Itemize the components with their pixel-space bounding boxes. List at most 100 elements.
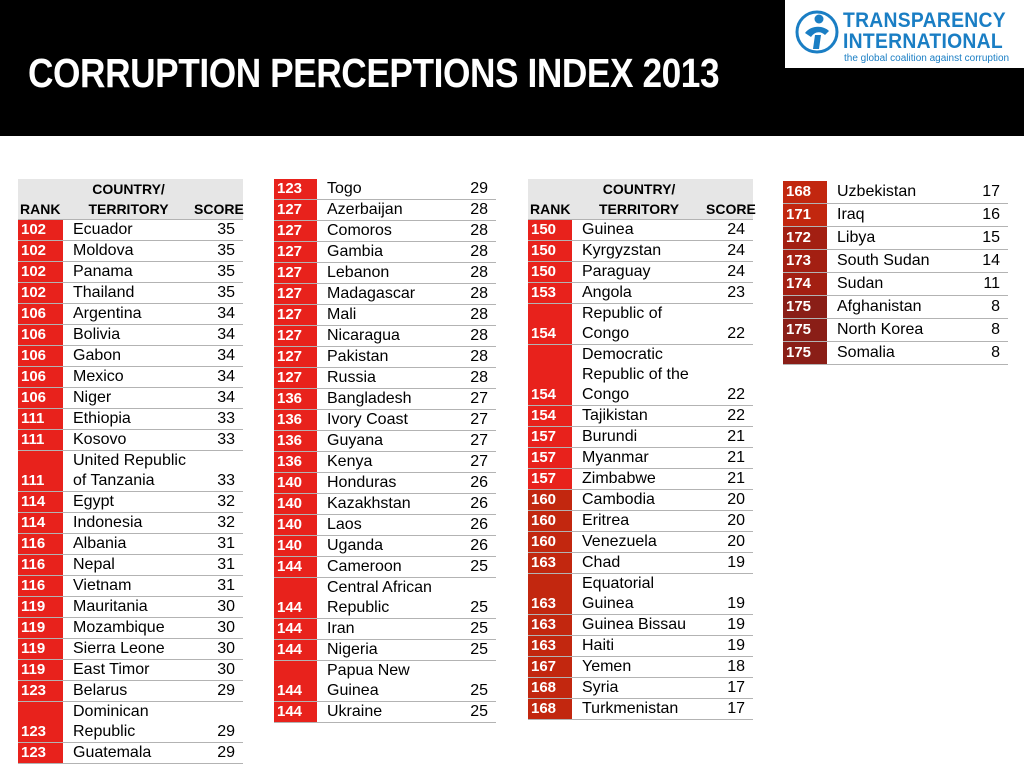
table-row: 167 Yemen 18 (528, 656, 753, 678)
table-row: 119 East Timor 30 (18, 659, 243, 681)
table-row: 114 Indonesia 32 (18, 512, 243, 534)
rank-cell: 116 (18, 533, 63, 555)
rank-cell: 106 (18, 345, 63, 367)
score-cell: 27 (454, 451, 496, 473)
score-cell: 28 (454, 220, 496, 242)
country-cell: Eritrea (572, 510, 706, 532)
table-row: 154 Tajikistan 22 (528, 405, 753, 427)
country-cell: Togo (317, 179, 454, 200)
rank-cell: 171 (783, 203, 827, 227)
rank-cell: 136 (274, 388, 317, 410)
rank-cell: 140 (274, 493, 317, 515)
table-row: 127 Azerbaijan 28 (274, 199, 496, 221)
table-row: 160 Cambodia 20 (528, 489, 753, 511)
score-cell: 19 (706, 635, 753, 657)
rank-cell: 102 (18, 240, 63, 262)
table-row: 119 Mozambique 30 (18, 617, 243, 639)
country-cell: Thailand (63, 282, 194, 304)
country-cell: Haiti (572, 635, 706, 657)
rank-cell: 102 (18, 219, 63, 241)
score-cell: 32 (194, 491, 243, 513)
rank-cell: 127 (274, 262, 317, 284)
table-row: 106 Bolivia 34 (18, 324, 243, 346)
country-cell: Kosovo (63, 429, 194, 451)
rank-cell: 127 (274, 283, 317, 305)
table-row: 123 Guatemala 29 (18, 742, 243, 764)
score-cell: 27 (454, 388, 496, 410)
country-cell: Panama (63, 261, 194, 283)
rank-cell: 163 (528, 573, 572, 615)
rank-cell: 153 (528, 282, 572, 304)
cpi-table-1: RANK COUNTRY/TERRITORY SCORE 102 Ecuador 3… (18, 179, 244, 764)
rank-cell: 111 (18, 408, 63, 430)
rank-cell: 140 (274, 535, 317, 557)
score-cell: 16 (960, 203, 1008, 227)
table-row: 157 Zimbabwe 21 (528, 468, 753, 490)
score-cell: 14 (960, 249, 1008, 273)
rank-cell: 144 (274, 660, 317, 702)
rank-cell: 127 (274, 220, 317, 242)
table-row: 160 Venezuela 20 (528, 531, 753, 553)
country-cell: South Sudan (827, 249, 960, 273)
score-cell: 17 (706, 677, 753, 699)
table-row: 102 Ecuador 35 (18, 219, 243, 241)
table-row: 119 Mauritania 30 (18, 596, 243, 618)
table-row: 136 Ivory Coast 27 (274, 409, 496, 431)
rank-cell: 168 (783, 181, 827, 204)
table-row: 163 Guinea Bissau 19 (528, 614, 753, 636)
score-cell: 30 (194, 638, 243, 660)
rank-cell: 111 (18, 429, 63, 451)
score-cell: 30 (194, 617, 243, 639)
country-cell: Guyana (317, 430, 454, 452)
score-cell: 34 (194, 387, 243, 409)
table-row: 102 Moldova 35 (18, 240, 243, 262)
table-row: 119 Sierra Leone 30 (18, 638, 243, 660)
country-cell: Republic of Congo (572, 303, 706, 345)
table-row: 106 Niger 34 (18, 387, 243, 409)
rank-cell: 167 (528, 656, 572, 678)
rank-cell: 144 (274, 701, 317, 723)
country-cell: Azerbaijan (317, 199, 454, 221)
country-cell: Argentina (63, 303, 194, 325)
rank-cell: 140 (274, 514, 317, 536)
country-cell: Sudan (827, 272, 960, 296)
table-row: 136 Kenya 27 (274, 451, 496, 473)
country-cell: Belarus (63, 680, 194, 702)
country-cell: Gabon (63, 345, 194, 367)
rank-cell: 127 (274, 241, 317, 263)
country-cell: Myanmar (572, 447, 706, 469)
rank-cell: 106 (18, 303, 63, 325)
score-cell: 22 (706, 405, 753, 427)
country-cell: Ukraine (317, 701, 454, 723)
score-cell: 28 (454, 262, 496, 284)
table-row: 102 Thailand 35 (18, 282, 243, 304)
country-cell: Papua New Guinea (317, 660, 454, 702)
table-row: 150 Paraguay 24 (528, 261, 753, 283)
score-cell: 33 (194, 408, 243, 430)
score-cell: 24 (706, 240, 753, 262)
table-row: 116 Vietnam 31 (18, 575, 243, 597)
table-row: 140 Uganda 26 (274, 535, 496, 557)
table-row: 154 Republic of Congo 22 (528, 303, 753, 345)
table-row: 150 Kyrgyzstan 24 (528, 240, 753, 262)
rank-cell: 127 (274, 346, 317, 368)
table-row: 160 Eritrea 20 (528, 510, 753, 532)
table-row: 111 Ethiopia 33 (18, 408, 243, 430)
country-cell: Bangladesh (317, 388, 454, 410)
rank-cell: 150 (528, 261, 572, 283)
table-row: 140 Laos 26 (274, 514, 496, 536)
rank-cell: 160 (528, 531, 572, 553)
country-cell: Mozambique (63, 617, 194, 639)
country-cell: Tajikistan (572, 405, 706, 427)
table-row: 127 Mali 28 (274, 304, 496, 326)
rank-cell: 160 (528, 510, 572, 532)
table-row: 127 Lebanon 28 (274, 262, 496, 284)
table-row: 174 Sudan 11 (783, 272, 1008, 296)
table-row: 127 Gambia 28 (274, 241, 496, 263)
score-cell: 28 (454, 325, 496, 347)
table-row: 144 Papua New Guinea 25 (274, 660, 496, 702)
country-cell: Pakistan (317, 346, 454, 368)
score-cell: 21 (706, 468, 753, 490)
score-cell: 30 (194, 596, 243, 618)
score-cell: 26 (454, 472, 496, 494)
